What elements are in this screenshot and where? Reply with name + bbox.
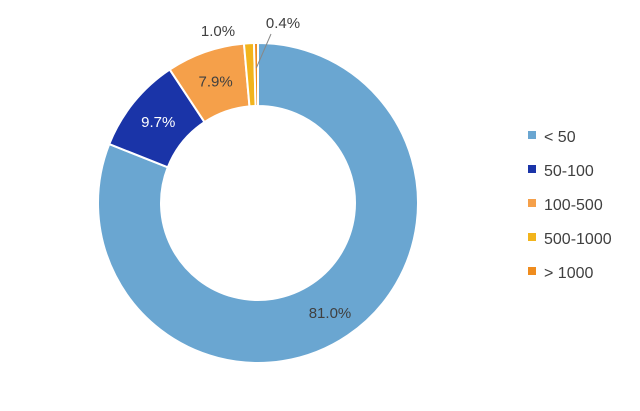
legend-label: < 50 <box>544 129 576 146</box>
data-label: 9.7% <box>141 114 175 131</box>
legend-label: 100-500 <box>544 197 603 214</box>
legend-label: 500-1000 <box>544 231 612 248</box>
legend: < 50 50-100 100-500 500-1000 > 1000 <box>528 129 612 282</box>
data-label: 0.4% <box>266 15 300 32</box>
data-labels: 81.0% 9.7% 7.9% 1.0% 0.4% <box>141 15 351 322</box>
legend-swatch <box>528 131 536 139</box>
data-label: 1.0% <box>201 23 235 40</box>
data-label: 7.9% <box>199 74 233 91</box>
legend-swatch <box>528 233 536 241</box>
leader-line <box>255 33 272 69</box>
slice-4 <box>252 41 259 108</box>
legend-swatch <box>528 267 536 275</box>
slice-0 <box>97 41 419 364</box>
slices <box>97 41 419 364</box>
legend-swatch <box>528 165 536 173</box>
legend-label: 50-100 <box>544 163 594 180</box>
legend-label: > 1000 <box>544 265 593 282</box>
legend-swatch <box>528 199 536 207</box>
data-label: 81.0% <box>309 305 352 322</box>
